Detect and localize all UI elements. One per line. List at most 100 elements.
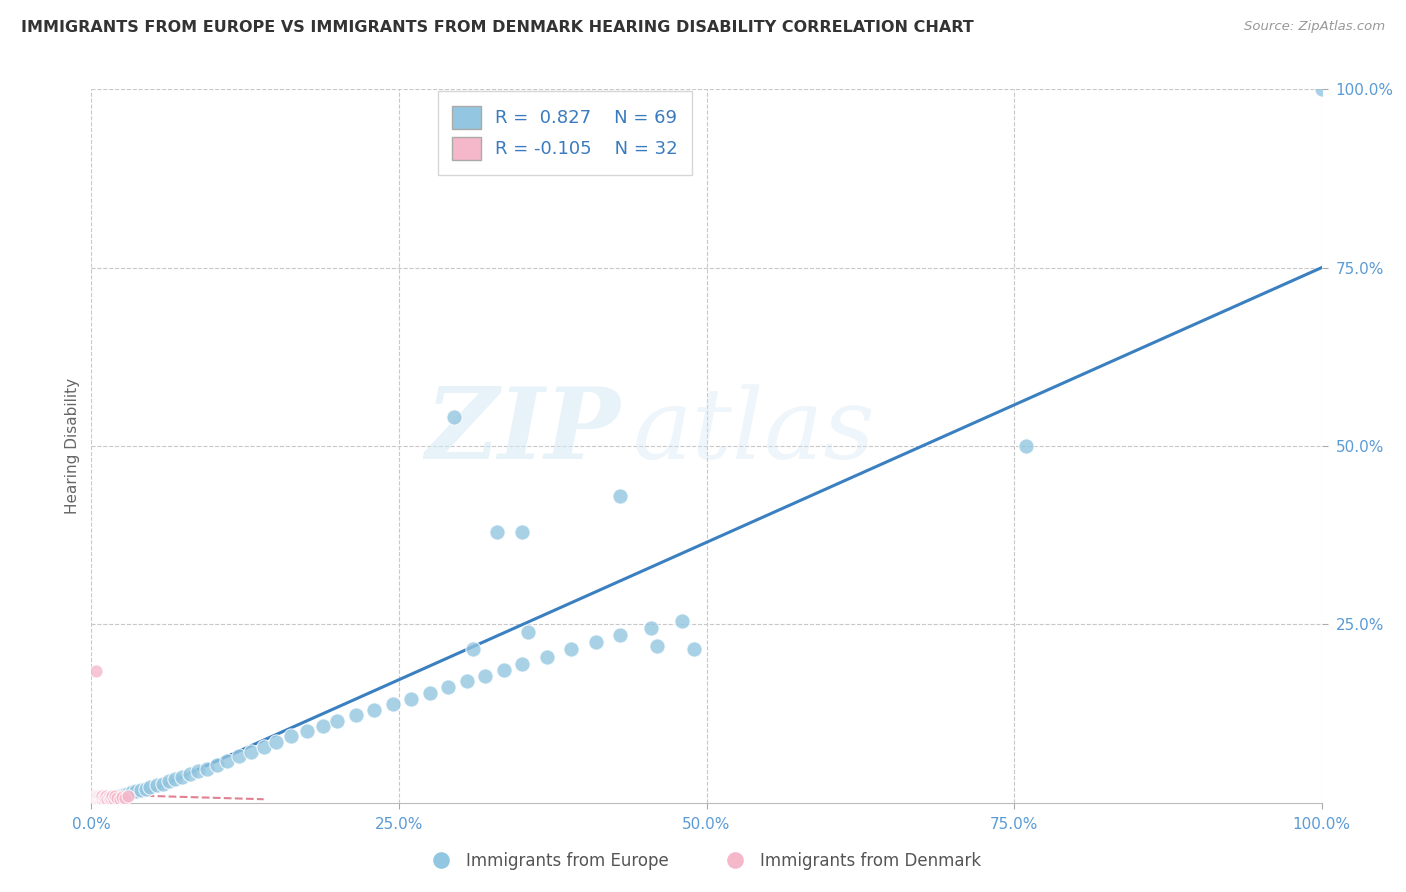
Point <box>437 680 460 694</box>
Point <box>474 669 496 683</box>
Point <box>585 635 607 649</box>
Point <box>86 789 108 803</box>
Point <box>107 789 129 804</box>
Point <box>152 776 174 790</box>
Point <box>129 783 152 797</box>
Point <box>104 789 127 803</box>
Point <box>114 790 136 805</box>
Point <box>86 791 108 805</box>
Text: Source: ZipAtlas.com: Source: ZipAtlas.com <box>1244 20 1385 33</box>
Point <box>510 657 533 671</box>
Point <box>187 764 209 779</box>
Point <box>1310 82 1333 96</box>
Point <box>1015 439 1038 453</box>
Point <box>645 639 669 653</box>
Point <box>560 642 582 657</box>
Point <box>89 790 111 805</box>
Point <box>83 792 105 806</box>
Point <box>96 791 117 805</box>
Point <box>111 790 134 805</box>
Point <box>100 791 122 805</box>
Point <box>110 789 132 803</box>
Point <box>510 524 533 539</box>
Point <box>84 789 107 803</box>
Point <box>179 767 201 781</box>
Point <box>640 621 662 635</box>
Point <box>461 642 484 657</box>
Y-axis label: Hearing Disability: Hearing Disability <box>65 378 80 514</box>
Text: IMMIGRANTS FROM EUROPE VS IMMIGRANTS FROM DENMARK HEARING DISABILITY CORRELATION: IMMIGRANTS FROM EUROPE VS IMMIGRANTS FRO… <box>21 20 974 35</box>
Point <box>228 749 250 764</box>
Point <box>97 791 120 805</box>
Point <box>609 628 631 642</box>
Point <box>87 792 110 806</box>
Point <box>381 698 404 712</box>
Point <box>326 714 349 728</box>
Legend: Immigrants from Europe, Immigrants from Denmark: Immigrants from Europe, Immigrants from … <box>418 846 988 877</box>
Point <box>163 772 186 787</box>
Legend: R =  0.827    N = 69, R = -0.105    N = 32: R = 0.827 N = 69, R = -0.105 N = 32 <box>437 91 693 175</box>
Point <box>205 758 228 772</box>
Point <box>101 789 124 804</box>
Point <box>90 792 112 806</box>
Point <box>253 740 276 755</box>
Point <box>100 790 122 805</box>
Point <box>117 787 139 801</box>
Point <box>97 790 120 805</box>
Point <box>536 649 558 664</box>
Point <box>105 790 128 805</box>
Point <box>135 781 156 796</box>
Point <box>91 791 114 805</box>
Point <box>240 745 263 759</box>
Point <box>103 791 125 805</box>
Point <box>86 793 108 807</box>
Text: ZIP: ZIP <box>426 384 620 480</box>
Point <box>114 787 138 801</box>
Point <box>344 708 367 723</box>
Point <box>86 790 108 805</box>
Point <box>215 755 238 769</box>
Point <box>96 793 118 807</box>
Point <box>117 789 139 804</box>
Text: atlas: atlas <box>633 384 876 479</box>
Point <box>89 793 111 807</box>
Point <box>363 703 385 717</box>
Point <box>172 770 194 784</box>
Point <box>84 790 107 805</box>
Point <box>94 790 117 805</box>
Point <box>96 789 117 804</box>
Point <box>98 792 121 806</box>
Point <box>103 791 125 805</box>
Point <box>492 663 515 677</box>
Point <box>264 735 287 749</box>
Point <box>157 774 180 789</box>
Point <box>112 788 135 802</box>
Point <box>90 789 112 804</box>
Point <box>145 778 167 792</box>
Point <box>90 794 112 808</box>
Point <box>93 790 115 805</box>
Point <box>101 790 124 805</box>
Point <box>89 793 111 807</box>
Point <box>105 790 127 805</box>
Point <box>517 624 540 639</box>
Point <box>139 780 162 794</box>
Point <box>280 730 302 744</box>
Point <box>195 762 218 776</box>
Point <box>94 792 117 806</box>
Point <box>456 674 478 689</box>
Point <box>671 614 693 628</box>
Point <box>93 793 115 807</box>
Point <box>609 489 631 503</box>
Point <box>311 719 335 733</box>
Point <box>86 664 108 678</box>
Point <box>86 794 108 808</box>
Point <box>121 785 143 799</box>
Point <box>108 791 131 805</box>
Point <box>96 791 118 805</box>
Point <box>124 784 146 798</box>
Point <box>87 789 110 804</box>
Point <box>91 792 114 806</box>
Point <box>486 524 509 539</box>
Point <box>98 792 121 806</box>
